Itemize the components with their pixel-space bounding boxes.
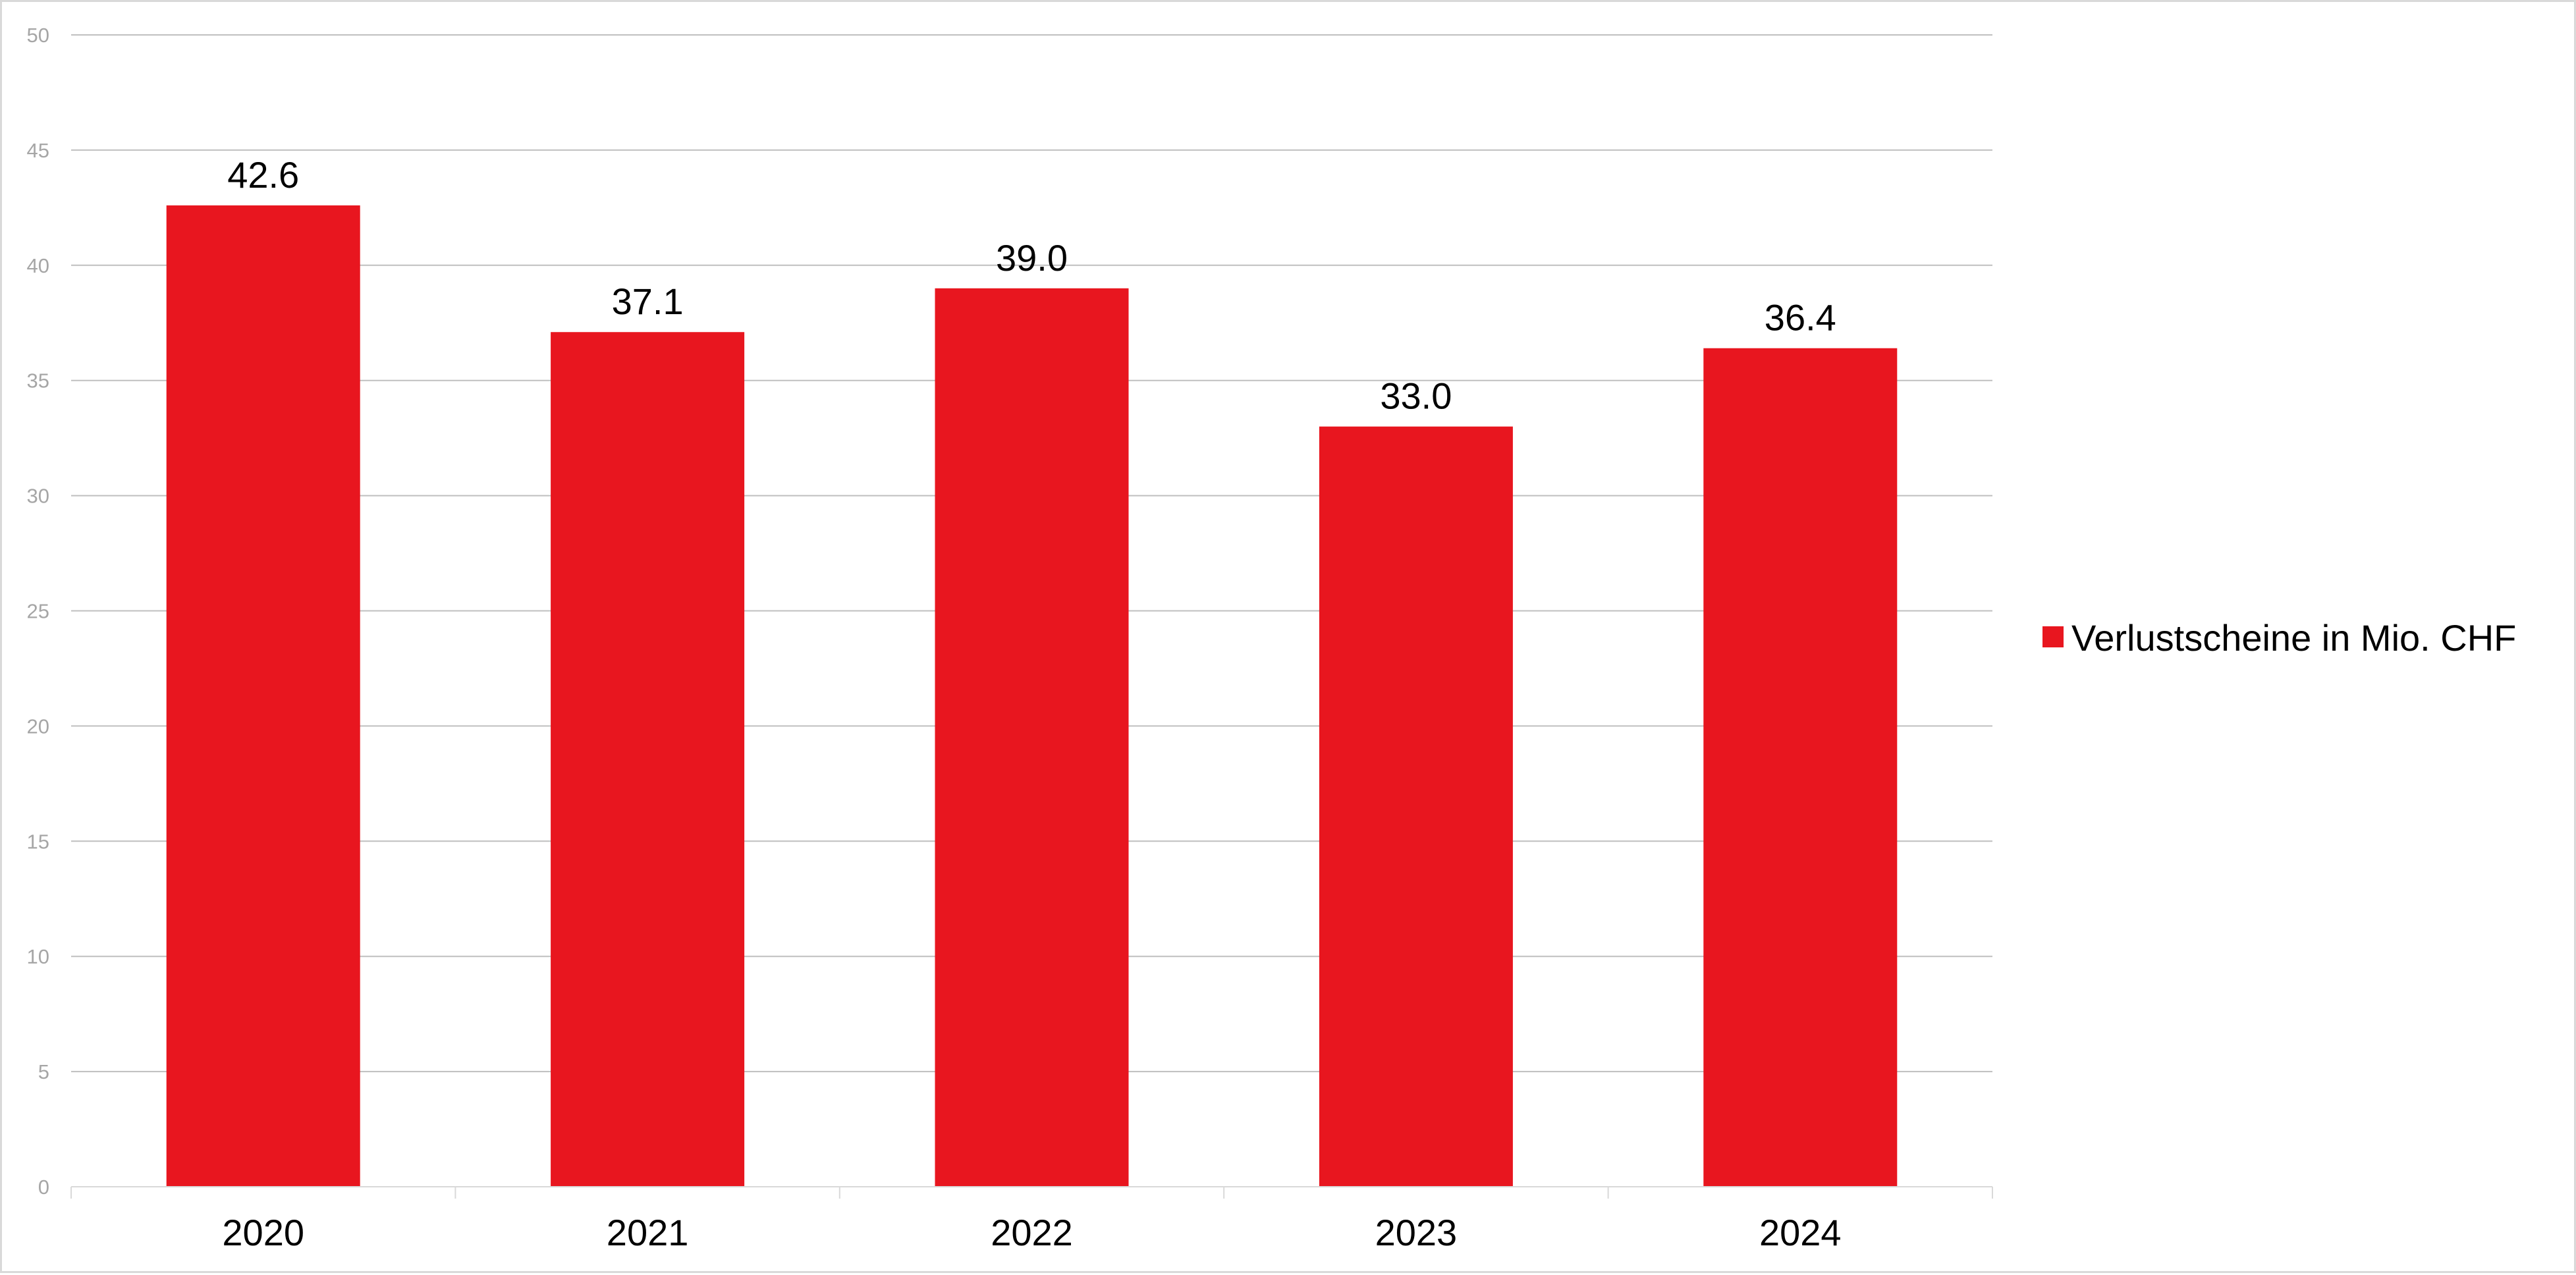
y-tick-label: 35 (27, 369, 49, 393)
x-tick-label-2020: 2020 (222, 1212, 304, 1253)
y-tick-label: 10 (27, 945, 49, 968)
y-tick-label: 50 (27, 24, 49, 47)
y-tick-label: 5 (38, 1060, 49, 1083)
y-axis-ticks: 0 5 10 15 20 25 30 35 40 45 50 (27, 24, 49, 1199)
bar-2020 (166, 205, 360, 1187)
x-tick-label-2022: 2022 (991, 1212, 1073, 1253)
y-tick-label: 30 (27, 485, 49, 508)
x-tick-label-2023: 2023 (1375, 1212, 1458, 1253)
y-tick-label: 15 (27, 830, 49, 853)
y-tick-label: 45 (27, 139, 49, 162)
bar-2023 (1319, 426, 1513, 1187)
data-labels: 42.6 37.1 39.0 33.0 36.4 (227, 154, 1836, 417)
bar-2021 (551, 332, 745, 1187)
y-tick-label: 25 (27, 600, 49, 623)
data-label-2021: 37.1 (612, 281, 684, 322)
bar-2022 (935, 288, 1129, 1187)
data-label-2020: 42.6 (227, 154, 299, 196)
x-axis: 2020 2021 2022 2023 2024 (70, 1186, 1993, 1253)
y-tick-label: 40 (27, 254, 49, 277)
y-tick-label: 20 (27, 715, 49, 738)
x-tick-label-2021: 2021 (607, 1212, 689, 1253)
legend: Verlustscheine in Mio. CHF (2042, 617, 2516, 659)
data-label-2024: 36.4 (1765, 297, 1836, 339)
legend-swatch (2042, 626, 2064, 647)
data-label-2022: 39.0 (996, 237, 1068, 279)
x-tick-label-2024: 2024 (1759, 1212, 1842, 1253)
bar-2024 (1703, 348, 1898, 1187)
y-tick-label: 0 (38, 1176, 49, 1199)
bars (166, 205, 1898, 1187)
data-label-2023: 33.0 (1380, 375, 1452, 417)
legend-label: Verlustscheine in Mio. CHF (2071, 617, 2516, 659)
